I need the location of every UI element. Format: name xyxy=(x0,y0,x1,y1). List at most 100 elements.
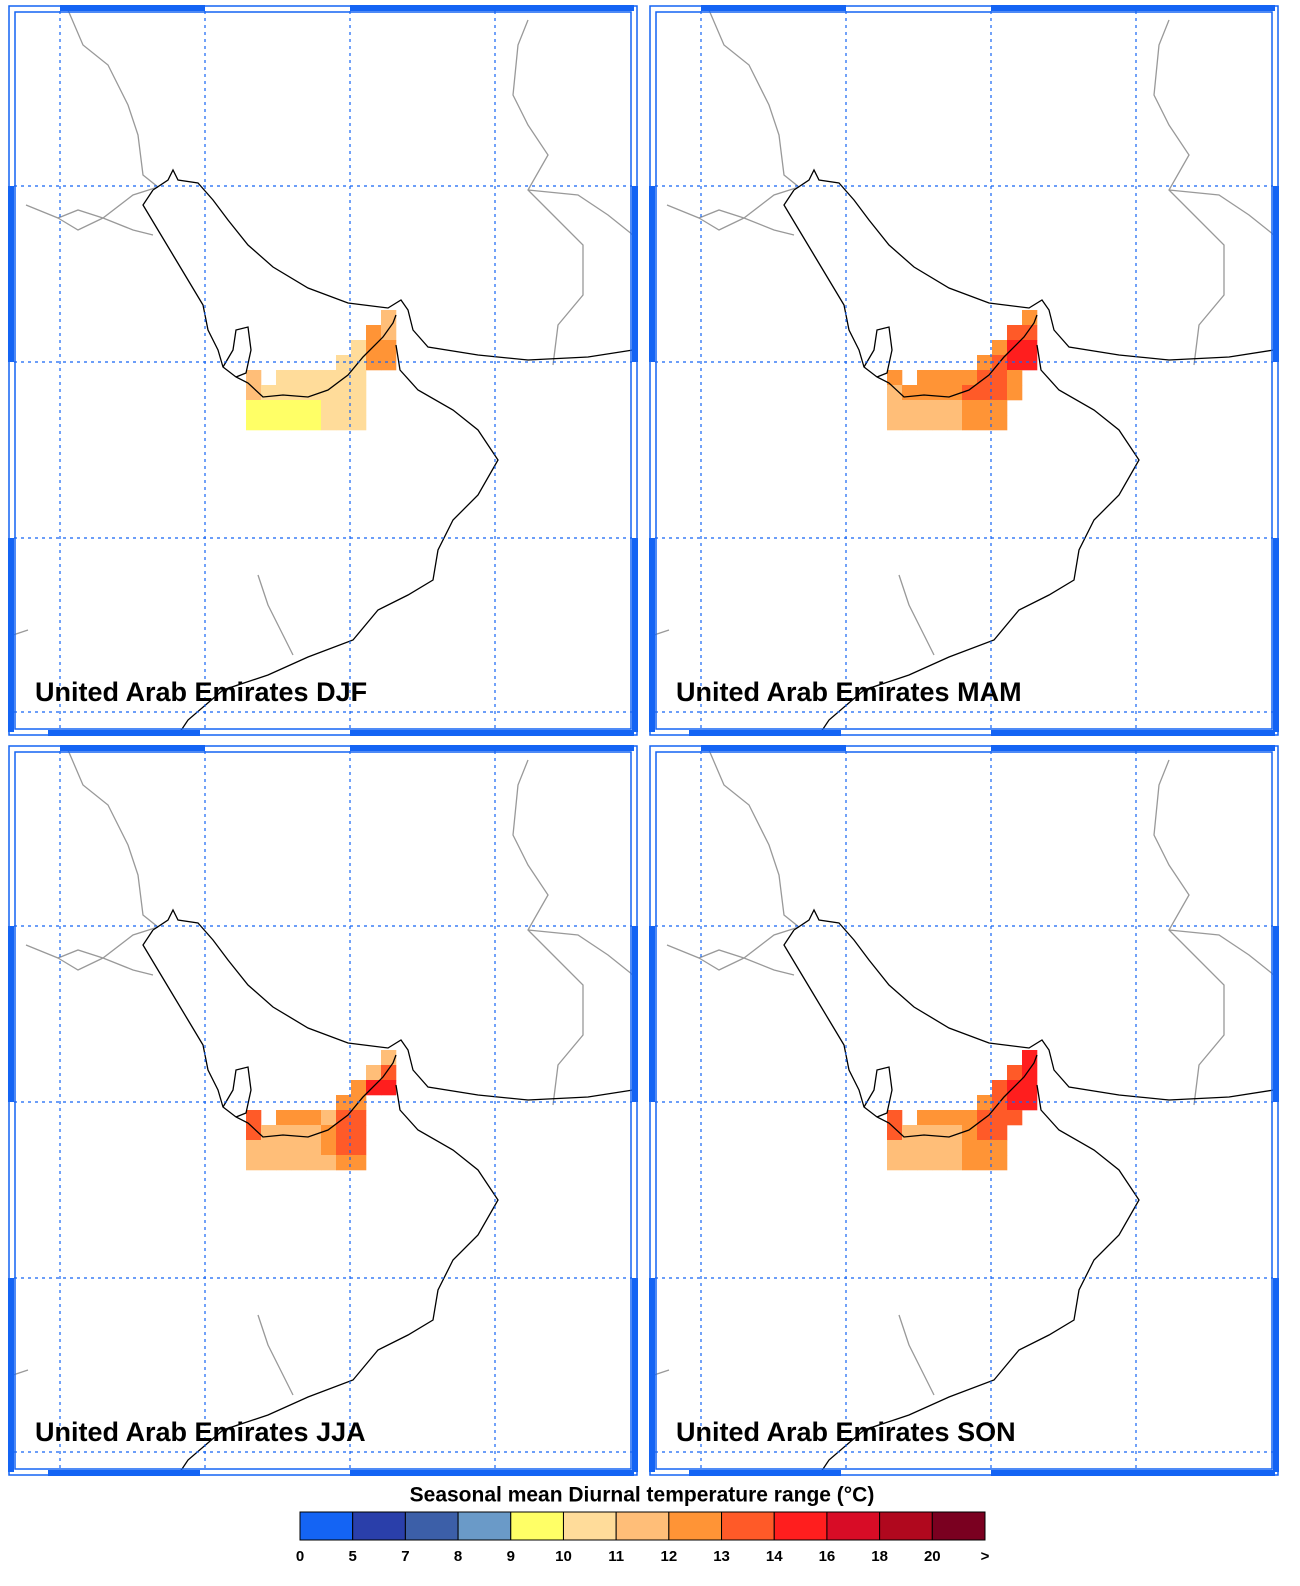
grid-cell xyxy=(1007,340,1023,356)
grid-cell xyxy=(336,1155,352,1171)
grid-cell xyxy=(992,1140,1008,1156)
grid-cell xyxy=(992,400,1008,416)
grid-cell xyxy=(291,1125,307,1141)
grid-cell xyxy=(992,340,1008,356)
grid-cell xyxy=(291,415,307,431)
grid-cell xyxy=(977,1155,993,1171)
grid-cell xyxy=(947,1140,963,1156)
map-panel: United Arab Emirates DJF xyxy=(8,5,638,736)
colorbar-box xyxy=(299,1511,354,1541)
grid-cell xyxy=(947,1110,963,1126)
grid-cell xyxy=(1007,325,1023,341)
grid-cell xyxy=(887,1155,903,1171)
frame-bar xyxy=(649,538,655,732)
grid-cell xyxy=(977,1095,993,1111)
grid-cell xyxy=(1022,310,1038,326)
grid-cell xyxy=(992,1110,1008,1126)
grid-cell xyxy=(306,415,322,431)
grid-cell xyxy=(902,400,918,416)
grid-cell xyxy=(887,1125,903,1141)
grid-cell xyxy=(336,385,352,401)
grid-cell xyxy=(962,1140,978,1156)
grid-cell xyxy=(246,415,262,431)
colorbar-box xyxy=(826,1511,881,1541)
grid-cell xyxy=(291,385,307,401)
grid-cell xyxy=(917,415,933,431)
colorbar-box xyxy=(510,1511,564,1541)
grid-cell xyxy=(351,1125,367,1141)
grid-cell xyxy=(276,1140,292,1156)
grid-cell xyxy=(306,370,322,386)
frame-bar xyxy=(350,5,634,11)
grid-cell xyxy=(947,415,963,431)
grid-cell xyxy=(917,385,933,401)
frame-bar xyxy=(991,745,1275,751)
grid-cell xyxy=(366,1080,382,1096)
grid-cell xyxy=(291,1140,307,1156)
grid-cell xyxy=(962,1155,978,1171)
grid-cell xyxy=(381,355,397,371)
frame-bar xyxy=(991,1470,1275,1476)
grid-cell xyxy=(1022,1050,1038,1066)
grid-cell xyxy=(992,385,1008,401)
grid-cell xyxy=(276,370,292,386)
frame-bar xyxy=(8,538,14,732)
grid-cell xyxy=(887,1110,903,1126)
grid-cell xyxy=(366,325,382,341)
grid-cell xyxy=(1007,1110,1023,1126)
grid-cell xyxy=(917,1155,933,1171)
grid-cell xyxy=(336,1140,352,1156)
frame-bar xyxy=(60,5,205,11)
map-panel: United Arab Emirates JJA xyxy=(8,745,638,1476)
grid-cell xyxy=(276,400,292,416)
colorbar-box xyxy=(773,1511,828,1541)
grid-cell xyxy=(1007,1065,1023,1081)
grid-cell xyxy=(261,385,277,401)
frame-bar xyxy=(1273,1278,1279,1472)
frame-bar xyxy=(649,186,655,362)
grid-cell xyxy=(351,370,367,386)
colorbar-label: 9 xyxy=(507,1548,515,1565)
grid-cell xyxy=(336,1125,352,1141)
grid-cell xyxy=(381,1065,397,1081)
grid-cell xyxy=(351,1140,367,1156)
colorbar-label: 18 xyxy=(871,1548,888,1565)
grid-cell xyxy=(306,1110,322,1126)
frame-bar xyxy=(350,1470,634,1476)
frame-bar xyxy=(60,745,205,751)
colorbar-box xyxy=(562,1511,617,1541)
grid-cell xyxy=(1007,355,1023,371)
grid-cell xyxy=(977,415,993,431)
grid-cell xyxy=(977,385,993,401)
colorbar-label: 12 xyxy=(661,1548,678,1565)
frame-bar xyxy=(48,1470,200,1476)
grid-cell xyxy=(902,385,918,401)
grid-cell xyxy=(261,1155,277,1171)
frame-bar xyxy=(991,730,1275,736)
grid-cell xyxy=(887,415,903,431)
grid-cell xyxy=(261,415,277,431)
grid-cell xyxy=(932,400,948,416)
grid-cell xyxy=(366,355,382,371)
colorbar-label: 7 xyxy=(401,1548,409,1565)
panel-title: United Arab Emirates JJA xyxy=(35,1417,366,1447)
grid-cell xyxy=(932,415,948,431)
grid-cell xyxy=(902,415,918,431)
grid-cell xyxy=(246,1140,262,1156)
grid-cell xyxy=(917,1110,933,1126)
grid-cell xyxy=(381,1080,397,1096)
grid-cell xyxy=(336,1095,352,1111)
grid-cell xyxy=(261,400,277,416)
grid-cell xyxy=(276,385,292,401)
frame-bar xyxy=(1273,186,1279,362)
grid-cell xyxy=(261,1140,277,1156)
frame-bar xyxy=(48,730,200,736)
grid-cell xyxy=(381,1050,397,1066)
grid-cell xyxy=(291,400,307,416)
colorbar-title: Seasonal mean Diurnal temperature range … xyxy=(410,1484,875,1507)
frame xyxy=(655,751,1273,1470)
grid-cell xyxy=(246,400,262,416)
grid-cell xyxy=(336,415,352,431)
grid-cell xyxy=(962,385,978,401)
